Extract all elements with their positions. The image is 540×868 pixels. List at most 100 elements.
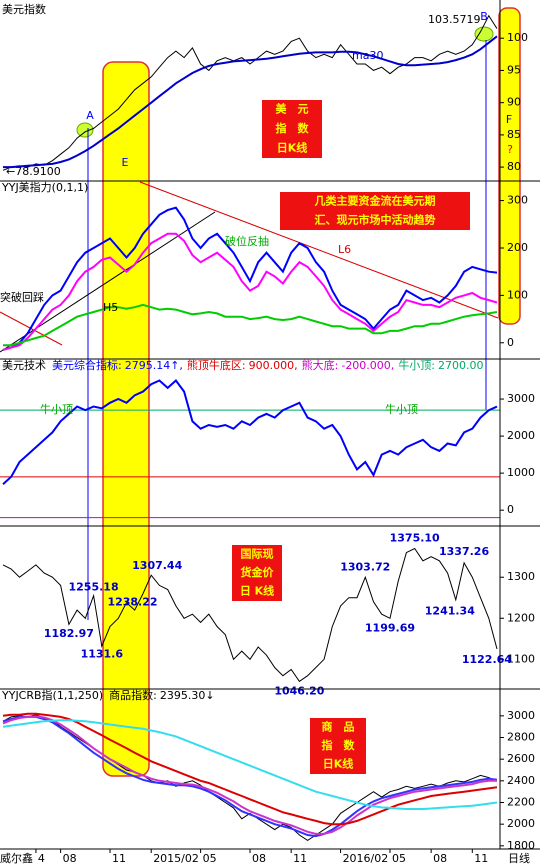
x-tick-label: 11 — [293, 852, 307, 865]
annotation: L6 — [338, 243, 351, 256]
caption-box — [232, 545, 282, 601]
annotation: 牛小顶 — [40, 402, 73, 416]
series-line — [2, 715, 498, 838]
y-tick-label: 3000 — [507, 392, 535, 405]
caption-text: 美 元 — [276, 102, 309, 116]
point-label: 1255.18 — [69, 581, 119, 594]
point-label: 1122.64 — [462, 653, 512, 666]
y-tick-label: 2400 — [507, 774, 535, 787]
caption-text: 日K线 — [277, 140, 308, 154]
x-tick-label: 08 — [433, 852, 447, 865]
highlight-band — [102, 61, 150, 777]
annotation: 破位反抽 — [225, 234, 269, 248]
series-line — [3, 35, 498, 169]
point-label: 1303.72 — [340, 561, 390, 574]
annotation: 牛小顶 — [385, 402, 418, 416]
caption-box — [280, 192, 470, 230]
readout-value: 2395.30↓ — [160, 689, 215, 702]
y-tick-label: 200 — [507, 241, 528, 254]
x-tick-label: 11 — [112, 852, 126, 865]
series-label: ma30 — [352, 49, 383, 62]
point-label: 1241.34 — [425, 604, 475, 617]
caption-text: 指 数 — [322, 738, 356, 752]
readout-name: 熊顶牛底区: — [187, 358, 246, 372]
y-tick-label: 3000 — [507, 709, 535, 722]
y-tick-label: 2200 — [507, 796, 535, 809]
panel-header: 美元指数 — [2, 2, 46, 16]
annotation: F — [506, 113, 512, 126]
annotation: B — [480, 10, 488, 23]
x-tick-label: 2015/02 — [153, 852, 199, 865]
annotation: ←78.9100 — [6, 165, 61, 178]
series-line — [2, 232, 498, 351]
readout-value: -200.000, — [341, 359, 394, 372]
marker-a — [76, 122, 94, 138]
point-label: 1337.26 — [439, 545, 489, 558]
point-label: 1199.69 — [365, 621, 415, 634]
x-tick-label: 2016/02 — [343, 852, 389, 865]
y-tick-label: 1800 — [507, 839, 535, 852]
annotation: H5 — [103, 301, 118, 314]
annotation: 突破回踩 — [0, 290, 44, 304]
y-tick-label: 1100 — [507, 652, 535, 665]
source-label: 威尔鑫 — [0, 851, 33, 865]
panel-title: 美元技术 — [2, 359, 46, 372]
readout-value: 2700.00 — [438, 359, 484, 372]
point-label: 1182.97 — [44, 627, 94, 640]
y-tick-label: 90 — [507, 96, 521, 109]
annotation: 103.5719 — [428, 13, 481, 26]
series-line — [2, 712, 498, 826]
series-line — [2, 547, 498, 683]
readout-name: 美元综合指标: — [52, 358, 122, 372]
series-line — [2, 206, 498, 351]
y-tick-label: 300 — [507, 194, 528, 207]
annotation: E — [122, 156, 129, 169]
caption-text: 国际现 — [241, 546, 274, 560]
y-tick-label: 2600 — [507, 752, 535, 765]
caption-text: 几类主要资金流在美元期 — [315, 194, 436, 208]
x-tick-label: 11 — [474, 852, 488, 865]
readout-name: 牛小顶: — [398, 358, 435, 372]
point-label: 1131.6 — [81, 647, 124, 660]
y-tick-label: 2000 — [507, 817, 535, 830]
caption-box — [262, 100, 322, 158]
panel-title: YYJ美指力(0,1,1) — [1, 180, 88, 194]
panel-header: YYJ美指力(0,1,1) — [1, 180, 88, 194]
annotation: ? — [507, 143, 513, 156]
x-tick-label: 4 — [38, 852, 45, 865]
y-tick-label: 1200 — [507, 611, 535, 624]
series-line — [2, 715, 497, 835]
caption-text: 商 品 — [322, 719, 355, 733]
readout-value: 900.000, — [249, 359, 298, 372]
caption-text: 货金价 — [240, 565, 275, 579]
y-tick-label: 1300 — [507, 570, 535, 583]
y-tick-label: 2000 — [507, 429, 535, 442]
panel-title: YYJCRB指(1,1,250) — [1, 688, 103, 702]
y-tick-label: 0 — [507, 336, 514, 349]
panel-header: YYJCRB指(1,1,250) 商品指数: 2395.30↓ — [1, 688, 215, 702]
readout-name: 熊大底: — [302, 358, 339, 372]
highlight-band — [498, 7, 521, 325]
caption-box — [310, 718, 366, 774]
y-tick-label: 80 — [507, 160, 521, 173]
y-tick-label: 95 — [507, 63, 521, 76]
series-line — [2, 14, 498, 171]
x-tick-label: 08 — [252, 852, 266, 865]
series-line — [2, 719, 498, 810]
panel-title: 美元指数 — [2, 2, 46, 16]
y-tick-label: 0 — [507, 503, 514, 516]
y-tick-label: 2800 — [507, 731, 535, 744]
x-tick-label: 05 — [203, 852, 217, 865]
point-label: 1238.22 — [107, 596, 157, 609]
y-tick-label: 1000 — [507, 466, 535, 479]
y-tick-label: 100 — [507, 31, 528, 44]
caption-text: 汇、现元市场中活动趋势 — [315, 213, 436, 227]
caption-text: 日K线 — [323, 757, 354, 771]
caption-text: 日 K线 — [240, 584, 274, 598]
series-line — [2, 379, 498, 486]
y-tick-label: 85 — [507, 128, 521, 141]
readout-value: 2795.14↑, — [125, 359, 183, 372]
marker-b — [474, 26, 494, 42]
